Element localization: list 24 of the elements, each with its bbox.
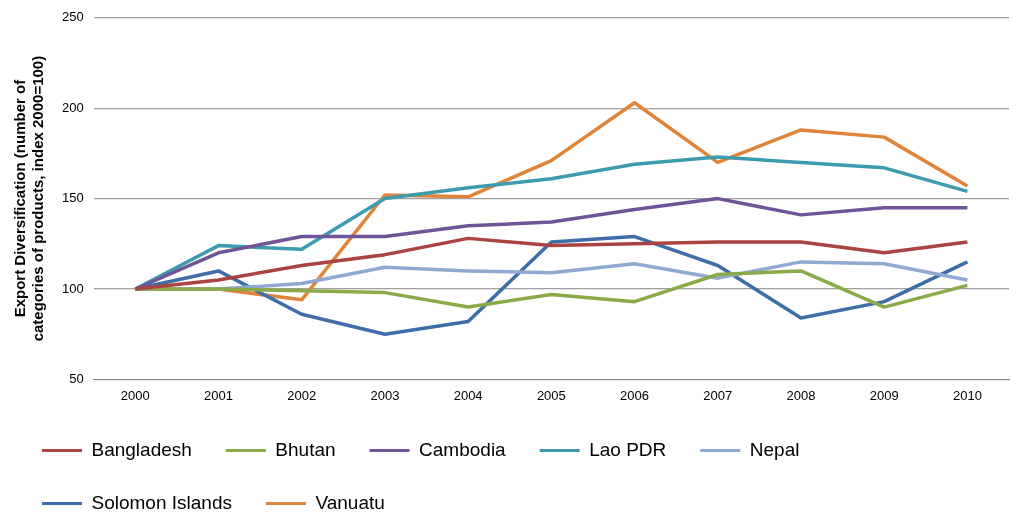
- x-tick-label: 2010: [952, 387, 982, 403]
- x-tick-label: 2000: [120, 387, 150, 403]
- x-tick-label: 2005: [536, 387, 566, 403]
- legend-label: Vanuatu: [315, 491, 385, 513]
- x-tick-label: 2007: [703, 387, 733, 403]
- legend-label: Bangladesh: [91, 438, 192, 460]
- legend-label: Cambodia: [419, 438, 507, 460]
- x-tick-label: 2006: [620, 387, 650, 403]
- x-tick-label: 2002: [287, 387, 317, 403]
- y-axis-title: Export Diversification (number of categories of products, index 2000=100): [11, 55, 47, 342]
- legend-label: Nepal: [749, 438, 800, 460]
- x-tick-label: 2001: [204, 387, 233, 403]
- x-tick-label: 2004: [453, 387, 483, 403]
- y-tick-label: 150: [61, 190, 84, 206]
- x-tick-label: 2003: [370, 387, 400, 403]
- y-tick-label: 250: [61, 9, 84, 25]
- y-tick-label: 100: [61, 280, 84, 296]
- y-tick-label: 200: [61, 99, 84, 115]
- legend-label: Bhutan: [275, 438, 336, 460]
- legend-label: Solomon Islands: [91, 491, 232, 513]
- x-tick-label: 2008: [786, 387, 816, 403]
- x-tick-label: 2009: [869, 387, 899, 403]
- y-tick-label: 50: [69, 370, 84, 386]
- legend-label: Lao PDR: [589, 438, 667, 460]
